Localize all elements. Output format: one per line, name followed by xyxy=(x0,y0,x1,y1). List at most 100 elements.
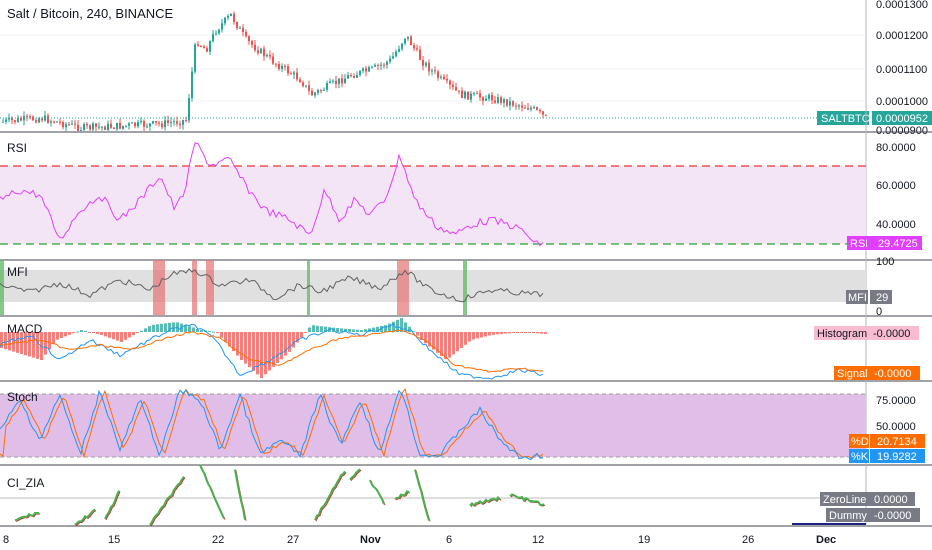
candle-body xyxy=(344,78,346,84)
ci-segment-shadow xyxy=(150,477,186,527)
ci-segment xyxy=(234,469,246,520)
candle-body xyxy=(137,122,139,127)
ci-segment xyxy=(14,512,39,522)
candle-body xyxy=(509,101,511,106)
stoch-pane[interactable]: Stoch 75.0000 50.0000 %D 20.7134 %K 19.9… xyxy=(0,387,925,463)
candle-body xyxy=(383,64,385,66)
candle-body xyxy=(209,41,211,52)
macd-histogram-bar xyxy=(312,325,315,332)
candle-body xyxy=(461,90,463,99)
macd-histogram-bar xyxy=(476,332,479,339)
candle-body xyxy=(2,121,4,123)
candle-body xyxy=(122,125,124,129)
candle-body xyxy=(515,105,517,107)
mfi-pane[interactable]: MFI 100 0 MFI 29 xyxy=(0,256,894,318)
candle-body xyxy=(14,120,16,122)
candle-body xyxy=(320,89,322,91)
candle-body xyxy=(476,93,478,95)
candle-body xyxy=(338,78,340,84)
time-label-6: 6 xyxy=(446,534,452,546)
macd-histogram-bar xyxy=(152,324,155,332)
macd-histogram-bar xyxy=(372,327,375,332)
candle-body xyxy=(50,121,52,123)
candle-body xyxy=(251,41,253,45)
macd-histogram-bar xyxy=(104,332,107,337)
macd-histogram-bar xyxy=(496,332,499,335)
macd-histogram-bar xyxy=(280,332,283,360)
macd-histogram-bar xyxy=(348,329,351,332)
ci-segment-shadow xyxy=(75,509,97,527)
macd-histogram-bar xyxy=(336,328,339,332)
chart-title: Salt / Bitcoin, 240, BINANCE xyxy=(7,6,174,21)
rsi-line xyxy=(0,142,544,247)
macd-histogram-bar xyxy=(124,332,127,340)
candle-body xyxy=(521,105,523,108)
macd-pane[interactable]: MACD Histogram -0.0000 Signal -0.0000 xyxy=(0,318,920,380)
macd-histogram-bar xyxy=(220,332,223,338)
macd-histogram-bar xyxy=(452,332,455,355)
candle-body xyxy=(536,107,538,110)
macd-histogram-bar xyxy=(292,332,295,348)
macd-histogram-bar xyxy=(316,325,319,332)
candle-body xyxy=(146,126,148,128)
mfi-label-bg xyxy=(846,290,868,304)
candle-body xyxy=(56,121,58,123)
ci-segment xyxy=(149,476,185,526)
candle-body xyxy=(95,123,97,127)
candle-body xyxy=(350,74,352,77)
candle-body xyxy=(152,121,154,124)
time-label-19: 19 xyxy=(638,534,650,546)
candle-body xyxy=(59,121,61,123)
time-label-26: 26 xyxy=(742,534,754,546)
candle-body xyxy=(110,123,112,128)
macd-histogram-bar xyxy=(412,331,415,333)
macd-histogram-bar xyxy=(276,332,279,364)
candle-body xyxy=(188,98,190,121)
rsi-band xyxy=(0,166,866,244)
candle-body xyxy=(347,74,349,79)
candle-body xyxy=(299,79,301,83)
macd-histogram-bar xyxy=(300,332,303,338)
stoch-title: Stoch xyxy=(7,390,38,404)
candle-body xyxy=(239,27,241,29)
rsi-pane[interactable]: RSI 80.0000 60.0000 40.0000 RSI 29.4725 xyxy=(0,141,922,250)
macd-histogram-bar xyxy=(196,328,199,332)
macd-line xyxy=(0,323,544,380)
candle-body xyxy=(185,120,187,122)
ci-pane[interactable]: CI_ZIA ZeroLine 0.0000 Dummy -0.0000 xyxy=(0,464,920,527)
macd-histogram xyxy=(0,318,547,378)
candle-body xyxy=(278,64,280,70)
macd-histogram-bar xyxy=(156,324,159,332)
macd-histogram-bar xyxy=(364,329,367,332)
ci-segment xyxy=(199,464,225,520)
ci-segment xyxy=(314,470,346,521)
candle-body xyxy=(35,120,37,123)
macd-histogram-bar xyxy=(60,332,63,338)
candle-body xyxy=(326,83,328,90)
macd-histogram-bar xyxy=(508,332,511,334)
price-pane[interactable]: Salt / Bitcoin, 240, BINANCE 0.0001300 0… xyxy=(0,0,932,137)
macd-histogram-bar xyxy=(148,326,151,332)
candle-body xyxy=(158,122,160,124)
macd-histogram-bar xyxy=(44,332,47,355)
macd-histogram-bar xyxy=(264,332,267,375)
macd-histogram-bar xyxy=(524,332,527,333)
candle-body xyxy=(329,81,331,84)
macd-histogram-bar xyxy=(32,332,35,358)
rsi-label: RSI xyxy=(850,238,868,250)
zeroline-label: ZeroLine xyxy=(823,494,866,506)
candle-body xyxy=(98,126,100,128)
candle-body xyxy=(518,105,520,107)
candle-body xyxy=(401,43,403,49)
macd-histogram-bar xyxy=(340,328,343,332)
last-price-label-bg xyxy=(872,111,932,125)
ci-segment xyxy=(469,495,501,507)
macd-histogram-bar xyxy=(260,332,263,378)
candle-body xyxy=(215,33,217,35)
candle-body xyxy=(449,80,451,85)
macd-histogram-bar xyxy=(436,332,439,353)
mfi-tick-2: 0 xyxy=(876,306,882,318)
macd-histogram-bar xyxy=(92,332,95,333)
time-axis[interactable]: 8 15 22 27 Nov 6 12 19 26 Dec xyxy=(3,534,836,546)
